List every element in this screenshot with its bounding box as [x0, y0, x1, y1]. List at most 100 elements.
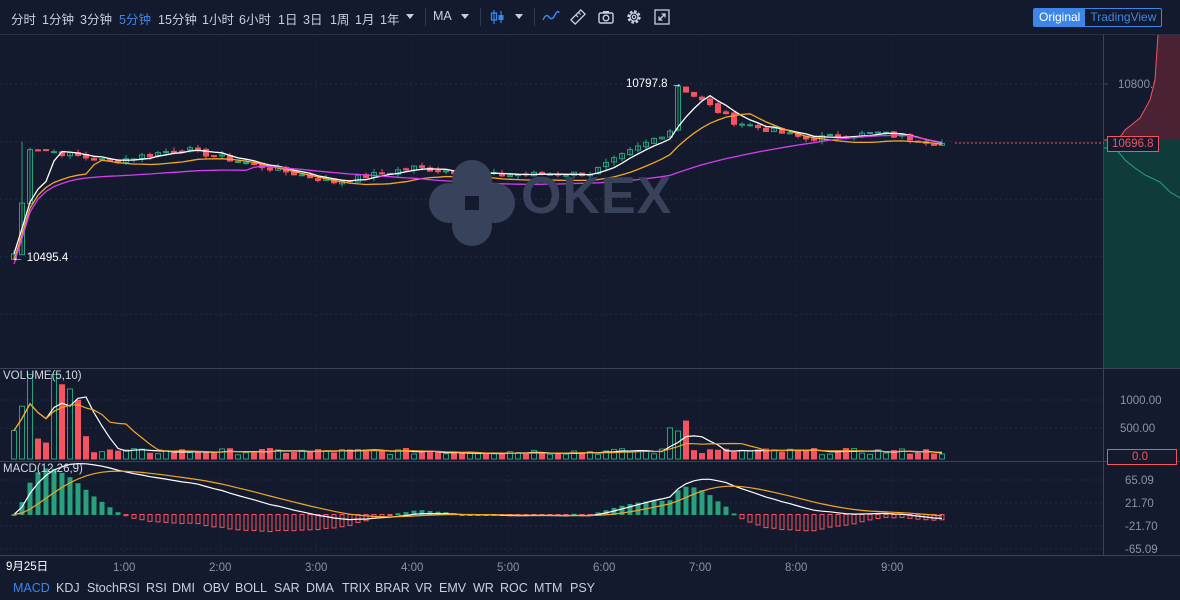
line-drawing-icon[interactable]	[541, 7, 561, 27]
indicator-tab-mtm[interactable]: MTM	[534, 581, 563, 595]
volume-bar	[483, 453, 489, 460]
view-tradingview-button[interactable]: TradingView	[1090, 10, 1157, 24]
indicator-ma-button[interactable]: MA	[433, 9, 452, 23]
macd-histogram-bar	[731, 513, 737, 516]
view-original-button[interactable]: Original	[1034, 9, 1086, 26]
interval-tab[interactable]: 15分钟	[158, 13, 197, 27]
volume-bar	[411, 453, 417, 460]
candle-body	[595, 166, 601, 175]
volume-bar	[347, 449, 353, 460]
candle-body	[643, 141, 649, 148]
indicator-tab-dmi[interactable]: DMI	[172, 581, 195, 595]
candle-body	[611, 157, 617, 163]
indicator-tab-sar[interactable]: SAR	[274, 581, 300, 595]
indicator-tab-obv[interactable]: OBV	[203, 581, 230, 595]
interval-tab[interactable]: 1日	[278, 13, 298, 27]
okex-logo-icon	[429, 160, 515, 246]
indicator-tab-psy[interactable]: PSY	[570, 581, 596, 595]
macd-histogram-bar	[707, 495, 713, 515]
interval-tab[interactable]: 1年	[380, 13, 400, 27]
macd-histogram-bar	[243, 514, 249, 531]
time-axis-label: 9:00	[881, 562, 903, 574]
volume-bar	[123, 449, 129, 460]
volume-bar	[555, 453, 561, 460]
candle-body	[187, 147, 193, 151]
interval-tab[interactable]: 1分钟	[42, 13, 74, 27]
volume-bar	[227, 448, 233, 460]
macd-histogram-bar	[819, 514, 825, 530]
candle-body	[683, 86, 689, 93]
date-label: 9月25日	[6, 561, 49, 573]
volume-bar	[843, 448, 849, 460]
time-axis-label: 5:00	[497, 562, 519, 574]
interval-tab[interactable]: 6小时	[239, 13, 271, 27]
macd-histogram-bar	[723, 506, 729, 515]
fullscreen-icon[interactable]	[652, 7, 672, 27]
macd-histogram-bar	[283, 514, 289, 532]
indicator-tab-kdj[interactable]: KDJ	[56, 581, 80, 595]
volume-bar	[915, 452, 921, 460]
indicator-tab-macd[interactable]: MACD	[13, 581, 50, 595]
indicator-dropdown-caret-icon[interactable]	[461, 14, 469, 19]
volume-bar	[523, 453, 529, 460]
indicator-tab-rsi[interactable]: RSI	[146, 581, 167, 595]
macd-histogram-bar	[859, 514, 865, 523]
candle-type-icon[interactable]	[488, 7, 508, 27]
interval-tab[interactable]: 1小时	[202, 13, 234, 27]
indicator-tab-emv[interactable]: EMV	[439, 581, 467, 595]
candle-body	[651, 137, 657, 144]
interval-tab[interactable]: 1月	[355, 13, 375, 27]
interval-tab[interactable]: 1周	[330, 13, 350, 27]
indicator-tab-trix[interactable]: TRIX	[342, 581, 371, 595]
indicator-tab-vr[interactable]: VR	[415, 581, 433, 595]
macd-histogram-bar	[803, 514, 809, 532]
candle-body	[739, 123, 745, 126]
indicator-tab-dma[interactable]: DMA	[306, 581, 334, 595]
indicator-tab-brar[interactable]: BRAR	[375, 581, 410, 595]
macd-axis-label: 65.09	[1125, 475, 1154, 487]
interval-tab[interactable]: 3分钟	[80, 13, 112, 27]
candle-body	[195, 147, 201, 150]
volume-bar	[675, 430, 681, 460]
volume-bar	[659, 448, 665, 460]
volume-bar	[667, 427, 673, 460]
buy-depth-area	[1104, 140, 1180, 368]
ruler-icon[interactable]	[568, 7, 588, 27]
indicator-tab-stochrsi[interactable]: StochRSI	[87, 581, 140, 595]
settings-gear-icon[interactable]	[624, 7, 644, 27]
candle-body	[771, 127, 777, 133]
camera-icon[interactable]	[596, 7, 616, 27]
interval-tab[interactable]: 分时	[11, 13, 37, 27]
interval-dropdown-caret-icon[interactable]	[406, 14, 414, 19]
macd-histogram-bar	[251, 514, 257, 531]
volume-bar	[419, 451, 425, 460]
macd-histogram-bar	[795, 514, 801, 531]
chart-toolbar: MA Original TradingView 分时 1分钟 3分钟 5分钟 15分钟 1…	[0, 0, 1180, 35]
volume-bar	[27, 374, 33, 460]
volume-bar	[315, 449, 321, 460]
volume-bar	[83, 436, 89, 460]
macd-histogram-bar	[291, 514, 297, 532]
volume-bar	[739, 450, 745, 460]
volume-bar	[155, 453, 161, 460]
low-price-annotation: ← 10495.4	[12, 252, 69, 264]
interval-tab[interactable]: 5分钟	[119, 13, 151, 27]
volume-ma10-line	[13, 402, 943, 454]
volume-bar	[547, 453, 553, 460]
indicator-tab-wr[interactable]: WR	[473, 581, 494, 595]
candle-body	[163, 151, 169, 154]
candle-body	[891, 131, 897, 138]
macd-histogram-bar	[43, 468, 49, 515]
candle-body	[619, 153, 625, 160]
indicator-tab-roc[interactable]: ROC	[500, 581, 528, 595]
candlestick-chart[interactable]: 10800.010700.010600.010500.010400.01000.…	[0, 35, 1180, 578]
volume-pane-label: VOLUME(5,10)	[3, 370, 82, 382]
volume-bar	[339, 449, 345, 460]
current-volume-tag: 0.0	[1107, 449, 1177, 465]
volume-bar	[251, 452, 257, 460]
interval-tab[interactable]: 3日	[303, 13, 323, 27]
indicator-tab-boll[interactable]: BOLL	[235, 581, 267, 595]
macd-histogram-bar	[99, 501, 105, 515]
chart-type-caret-icon[interactable]	[515, 14, 523, 19]
indicator-tab-bar: MACD KDJ StochRSI RSI DMI OBV BOLL SAR DMA TRIX BR…	[0, 578, 1180, 600]
